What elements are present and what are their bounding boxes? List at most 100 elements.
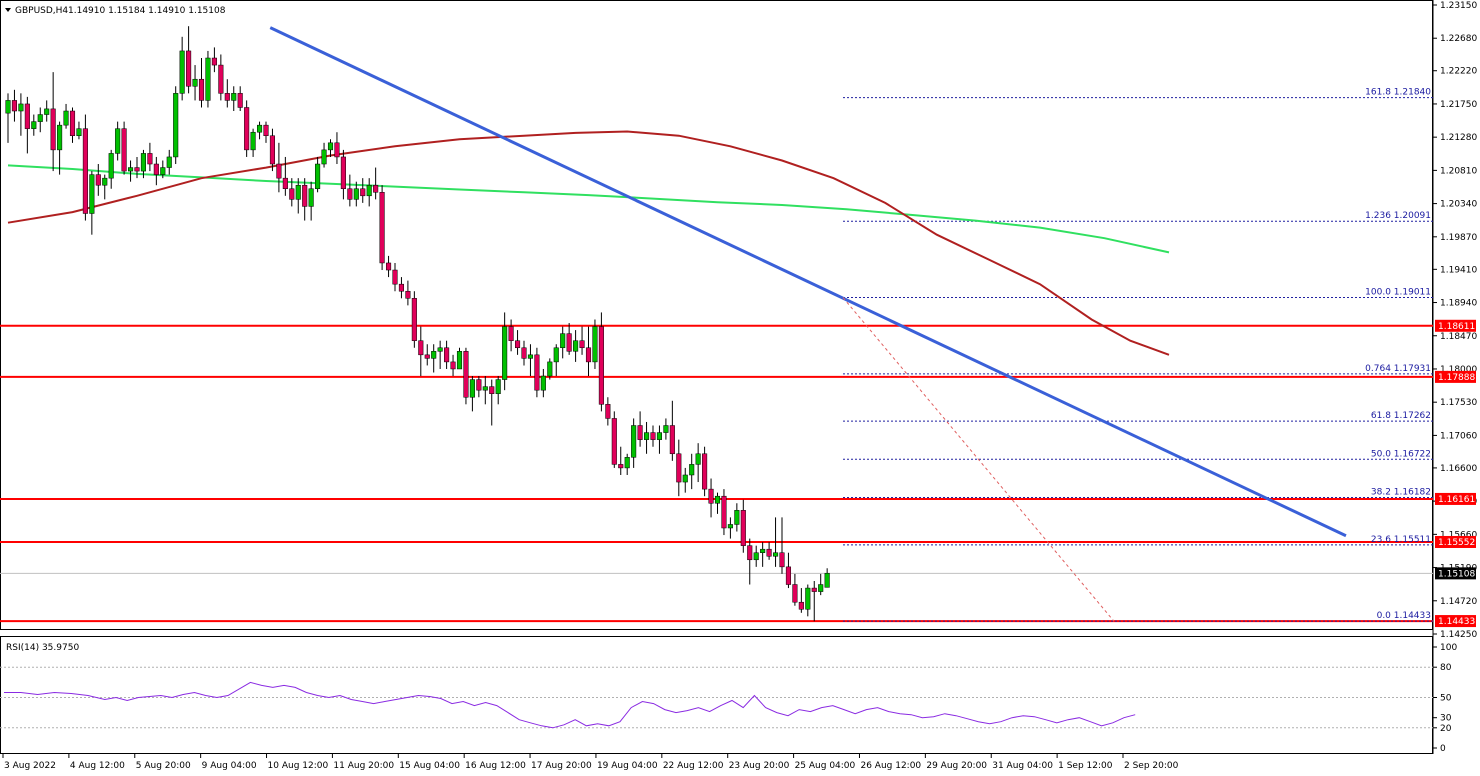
candle-body-bull: [115, 128, 121, 154]
candle-body-bear: [405, 290, 411, 299]
price-tick-label: 1.17060: [1440, 431, 1477, 441]
candle-body-bull: [482, 386, 488, 391]
candle: [702, 446, 708, 497]
candle: [611, 411, 617, 468]
candle-body-bear: [618, 464, 624, 469]
candle: [579, 326, 585, 355]
candle: [605, 397, 611, 426]
candle-body-bear: [69, 110, 76, 136]
candle-body-bear: [134, 167, 140, 172]
candle-body-bear: [579, 340, 585, 349]
rsi-tick-label: 100: [1440, 643, 1457, 653]
candle-body-bear: [373, 184, 379, 193]
candle-body-bear: [11, 100, 17, 112]
candle-body-bull: [102, 177, 108, 186]
candle: [785, 552, 792, 589]
candle-body-bear: [302, 184, 308, 207]
time-tick-label: 9 Aug 04:00: [202, 761, 257, 771]
candle: [489, 379, 495, 426]
candle-body-bear: [392, 269, 398, 285]
candle-body-bull: [824, 572, 830, 588]
candle-body-bull: [179, 50, 185, 94]
candle-body-bear: [611, 418, 617, 465]
candle: [31, 114, 37, 136]
price-tick-label: 1.19870: [1440, 233, 1477, 243]
candle-body-bear: [398, 283, 404, 292]
candle-body-bull: [366, 184, 372, 197]
candlesticks: [5, 26, 830, 622]
time-tick-label: 29 Aug 20:00: [926, 761, 987, 771]
price-tick-label: 1.14250: [1440, 630, 1477, 640]
candle-body-bull: [108, 153, 114, 179]
candle-body-bear: [766, 548, 772, 557]
candle: [276, 142, 282, 193]
candle: [727, 517, 733, 539]
candle-body-bull: [727, 524, 733, 529]
candle: [431, 344, 437, 373]
price-tick-label: 1.15660: [1440, 530, 1477, 540]
candle-body-bull: [547, 361, 553, 377]
candle-body-bull: [321, 149, 327, 165]
candle: [76, 121, 82, 140]
candle-body-bear: [721, 495, 727, 529]
candle: [269, 128, 275, 172]
moving-average-red: [7, 130, 1170, 356]
candle: [644, 421, 650, 454]
candle-body-bull: [353, 188, 359, 200]
candle-body-bear: [289, 188, 295, 200]
candle: [134, 156, 140, 179]
candle: [115, 121, 121, 161]
candle-body-bull: [469, 379, 475, 398]
fib-level-label: 161.8 1.21840: [1365, 88, 1431, 98]
price-tag-label: 1.15108: [1438, 569, 1475, 579]
candle: [5, 93, 11, 143]
candle: [282, 156, 288, 196]
candle-body-bear: [566, 333, 572, 352]
candle: [585, 326, 592, 377]
candle: [166, 149, 172, 175]
candle-body-bear: [811, 587, 817, 592]
level-price-tag: 1.14433: [1435, 615, 1476, 628]
candle-body-bull: [753, 552, 759, 561]
level-price-tag: 1.17888: [1435, 370, 1476, 383]
candle: [508, 319, 514, 352]
candle-body-bear: [779, 552, 785, 568]
candle-body-bear: [669, 425, 675, 455]
candle: [392, 262, 398, 292]
candle: [63, 103, 69, 129]
price-tick-label: 1.14720: [1440, 597, 1477, 607]
candle: [547, 358, 553, 380]
price-tag-label: 1.18611: [1438, 322, 1475, 332]
price-tag-label: 1.17888: [1438, 373, 1475, 383]
candle: [18, 93, 24, 136]
candle: [257, 121, 263, 140]
candle-body-bear: [218, 64, 224, 94]
candle: [721, 489, 727, 536]
candle: [682, 467, 688, 493]
price-tag-box: [1435, 370, 1476, 383]
candle: [192, 65, 198, 101]
price-tick-label: 1.18470: [1440, 332, 1477, 342]
candle-body-bear: [585, 347, 592, 363]
candle: [231, 86, 237, 112]
candle: [302, 178, 308, 221]
dropdown-triangle-icon[interactable]: [5, 8, 11, 12]
price-tick-label: 1.19410: [1440, 265, 1477, 275]
candle: [37, 107, 43, 133]
candle: [250, 128, 256, 157]
time-tick-label: 4 Aug 12:00: [70, 761, 125, 771]
candle: [592, 319, 598, 369]
candle-body-bear: [444, 347, 450, 363]
candle-body-bull: [631, 425, 637, 458]
candle: [656, 425, 663, 454]
candle: [57, 121, 63, 175]
candle-body-bear: [360, 188, 366, 197]
price-tick-label: 1.21280: [1440, 133, 1477, 143]
candle-body-bear: [708, 488, 714, 504]
fib-level-label: 1.236 1.20091: [1365, 211, 1431, 221]
fib-anchor-line: [842, 297, 1115, 622]
candle: [798, 588, 804, 613]
time-tick-label: 1 Sep 12:00: [1058, 761, 1113, 771]
candle-body-bull: [295, 184, 301, 200]
candle: [663, 418, 669, 440]
